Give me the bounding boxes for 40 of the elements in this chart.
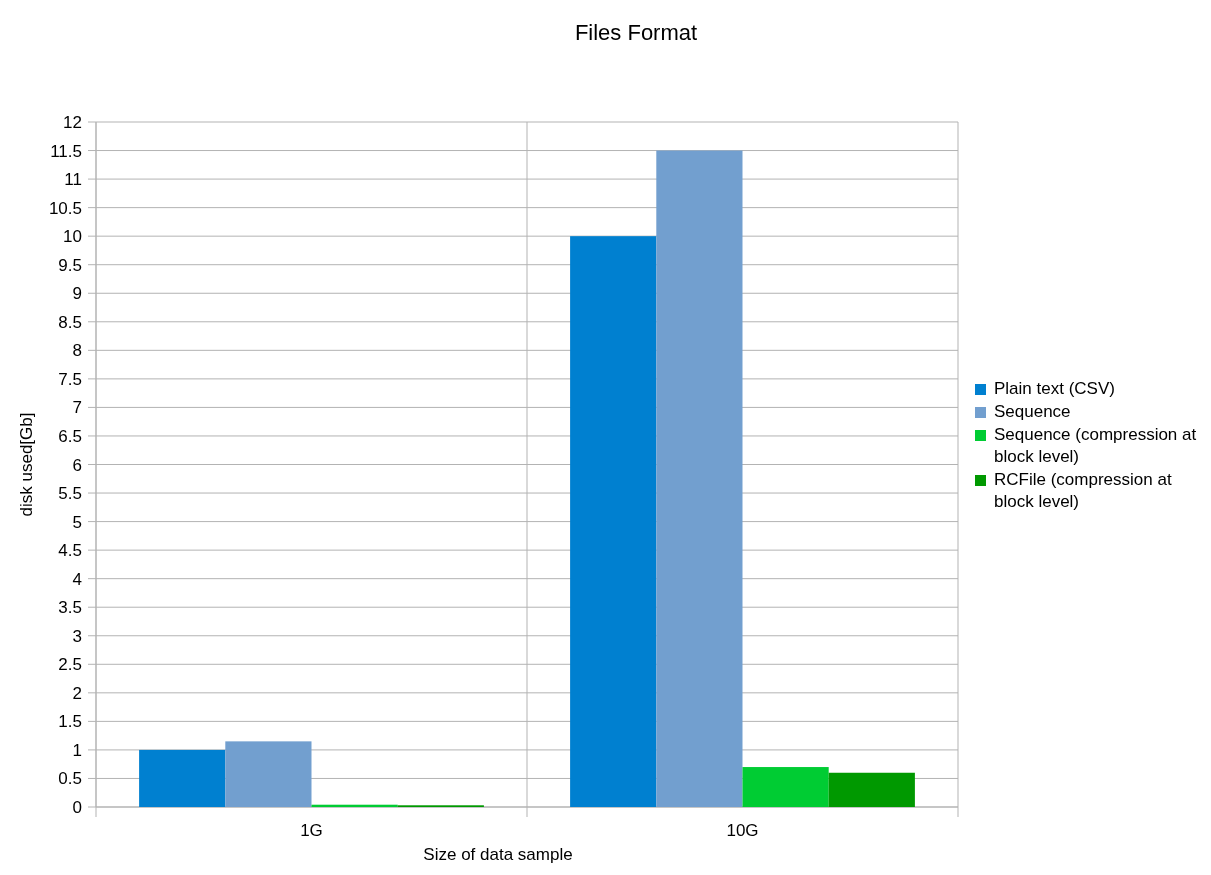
legend-label: RCFile (compression at block level) — [994, 470, 1172, 511]
y-tick-label: 2 — [72, 683, 82, 703]
y-tick-label: 3.5 — [58, 598, 82, 618]
y-tick-label: 2.5 — [58, 655, 82, 675]
y-tick-label: 4.5 — [58, 541, 82, 561]
y-tick-label: 6.5 — [58, 426, 82, 446]
y-tick-label: 11 — [64, 170, 82, 190]
bar — [656, 150, 743, 807]
y-tick-label: 9.5 — [58, 255, 82, 275]
legend-label: Sequence — [994, 402, 1071, 421]
y-tick-label: 1.5 — [58, 712, 82, 732]
y-tick-label: 8 — [72, 341, 82, 361]
y-tick-label: 8.5 — [58, 312, 82, 332]
y-tick-label: 5.5 — [58, 484, 82, 504]
bar — [828, 772, 915, 807]
bar — [225, 741, 312, 807]
y-tick-label: 11.5 — [50, 141, 82, 161]
y-tick-label: 3 — [72, 626, 82, 646]
bar — [570, 236, 657, 807]
y-tick-label: 1 — [72, 740, 82, 760]
y-tick-label: 12 — [63, 113, 82, 132]
x-tick-label: 1G — [300, 821, 323, 840]
y-tick-label: 10 — [63, 227, 82, 247]
chart-title: Files Format — [574, 20, 698, 45]
y-tick-label: 6 — [72, 455, 82, 475]
y-tick-label: 0.5 — [58, 769, 82, 789]
y-tick-label: 7 — [72, 398, 82, 418]
y-tick-label: 5 — [72, 512, 82, 532]
bar — [139, 749, 226, 807]
legend-label: Plain text (CSV) — [994, 379, 1115, 398]
x-tick-label: 10G — [726, 821, 759, 840]
y-axis-title: disk used[Gb] — [17, 412, 36, 517]
y-tick-label: 4 — [72, 569, 82, 589]
y-tick-label: 9 — [72, 284, 82, 304]
y-tick-label: 10.5 — [48, 198, 82, 218]
x-axis-title: Size of data sample — [423, 845, 573, 864]
y-tick-label: 7.5 — [58, 369, 82, 389]
legend-label: Sequence (compression at block level) — [994, 425, 1197, 466]
y-tick-label: 0 — [72, 798, 82, 817]
bar — [742, 767, 829, 807]
